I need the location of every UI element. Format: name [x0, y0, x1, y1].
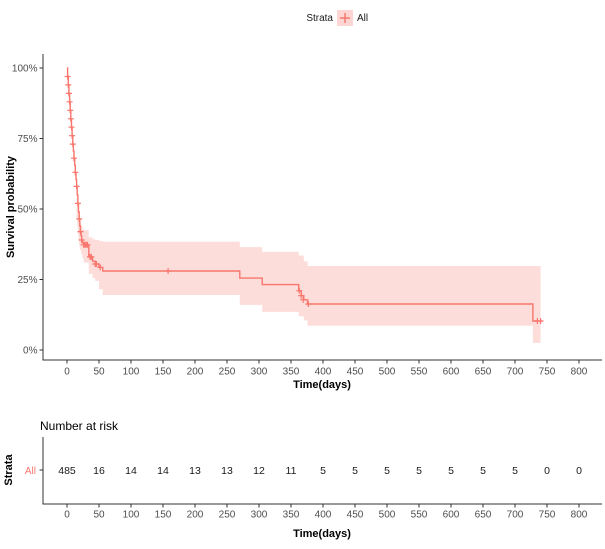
risk-strata-axis-title: Strata — [3, 454, 15, 486]
risk-count: 5 — [480, 465, 486, 477]
y-tick-label: 0% — [23, 346, 38, 357]
x-tick-label: 600 — [443, 367, 460, 378]
x-tick-label: 750 — [539, 367, 556, 378]
risk-x-tick-label: 250 — [219, 510, 236, 521]
survival-plot-panel: 0 50 100 150 200 250 300 350 400 450 500 550 600 650 7… — [12, 54, 602, 378]
risk-x-tick-label: 500 — [379, 510, 396, 521]
x-tick-label: 500 — [379, 367, 396, 378]
y-tick-label: 25% — [17, 275, 37, 286]
risk-count: 14 — [157, 465, 169, 477]
x-axis-title: Time(days) — [293, 379, 351, 391]
y-tick-label: 100% — [12, 64, 38, 75]
risk-count: 16 — [93, 465, 105, 477]
risk-x-tick-label: 0 — [64, 510, 70, 521]
x-tick-label: 50 — [93, 367, 105, 378]
risk-count: 13 — [189, 465, 201, 477]
x-tick-label: 700 — [507, 367, 524, 378]
y-tick-label: 50% — [17, 205, 37, 216]
axis-lines — [42, 54, 602, 361]
risk-count: 5 — [448, 465, 454, 477]
risk-x-tick-label: 800 — [571, 510, 588, 521]
risk-table-panel: 4850165014100141501320013250123001135054… — [39, 437, 602, 521]
risk-x-tick-label: 300 — [251, 510, 268, 521]
risk-x-tick-label: 100 — [123, 510, 140, 521]
risk-count: 0 — [544, 465, 550, 477]
risk-x-tick-label: 650 — [475, 510, 492, 521]
risk-x-axis-title: Time(days) — [293, 528, 351, 540]
risk-count: 5 — [416, 465, 422, 477]
x-tick-label: 300 — [251, 367, 268, 378]
legend-title: Strata — [306, 13, 333, 24]
x-tick-label: 400 — [315, 367, 332, 378]
risk-count: 0 — [576, 465, 582, 477]
x-tick-label: 100 — [123, 367, 140, 378]
risk-x-tick-label: 750 — [539, 510, 556, 521]
risk-table-title: Number at risk — [40, 419, 119, 433]
risk-axis-lines — [42, 437, 602, 505]
risk-row-label: All — [25, 466, 36, 477]
x-tick-label: 250 — [219, 367, 236, 378]
x-tick-label: 450 — [347, 367, 364, 378]
risk-x-tick-label: 200 — [187, 510, 204, 521]
legend: Strata All — [306, 10, 368, 26]
legend-key-censor-icon — [340, 13, 350, 23]
risk-count: 12 — [253, 465, 265, 477]
risk-count: 14 — [125, 465, 137, 477]
x-tick-label: 550 — [411, 367, 428, 378]
risk-count: 13 — [221, 465, 233, 477]
risk-x-tick-label: 400 — [315, 510, 332, 521]
y-tick-label: 75% — [17, 134, 37, 145]
risk-count: 485 — [58, 465, 76, 477]
y-axis-title: Survival probability — [5, 155, 17, 258]
risk-count: 5 — [512, 465, 518, 477]
x-tick-label: 350 — [283, 367, 300, 378]
x-tick-label: 0 — [64, 367, 70, 378]
risk-x-tick-label: 150 — [155, 510, 172, 521]
risk-x-tick-label: 550 — [411, 510, 428, 521]
risk-x-tick-label: 50 — [93, 510, 105, 521]
risk-x-tick-label: 600 — [443, 510, 460, 521]
risk-x-tick-label: 450 — [347, 510, 364, 521]
x-tick-label: 800 — [571, 367, 588, 378]
confidence-band — [76, 197, 541, 343]
risk-count: 11 — [286, 465, 297, 477]
risk-count: 5 — [320, 465, 326, 477]
x-tick-label: 200 — [187, 367, 204, 378]
risk-count: 5 — [384, 465, 390, 477]
risk-x-tick-label: 700 — [507, 510, 524, 521]
risk-x-tick-label: 350 — [283, 510, 300, 521]
legend-entry-label: All — [357, 13, 368, 24]
x-tick-label: 150 — [155, 367, 172, 378]
risk-count: 5 — [352, 465, 358, 477]
x-tick-label: 650 — [475, 367, 492, 378]
censor-marks — [64, 73, 544, 324]
